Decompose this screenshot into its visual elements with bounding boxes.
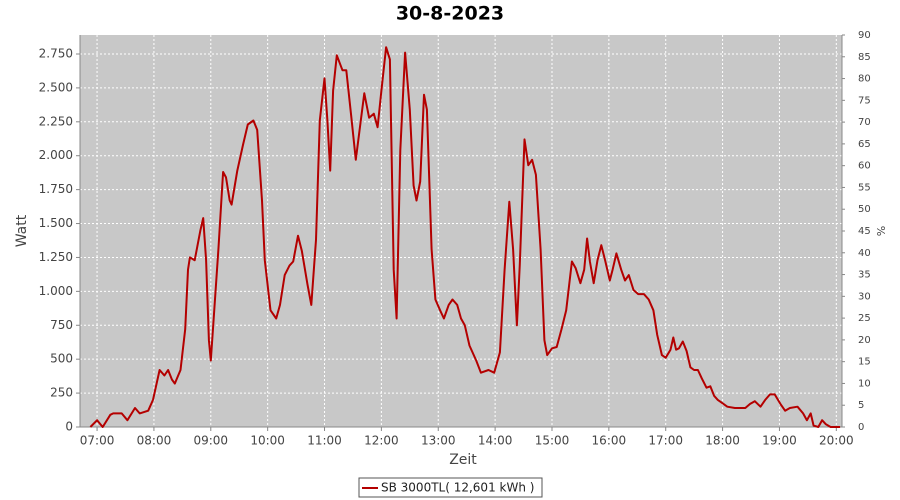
y-axis-label: Watt <box>14 214 30 247</box>
y2-tick-label: 80 <box>858 74 871 85</box>
x-tick-label: 07:00 <box>80 434 115 448</box>
y-tick-label: 2.500 <box>39 80 73 94</box>
y-tick-label: 250 <box>50 386 73 400</box>
legend <box>358 477 543 498</box>
x-tick-label: 10:00 <box>250 434 285 448</box>
y-tick-label: 1.250 <box>39 250 73 264</box>
y2-tick-label: 65 <box>858 139 871 150</box>
y2-tick-label: 60 <box>858 161 871 172</box>
y2-tick-label: 40 <box>858 248 871 259</box>
y-tick-label: 500 <box>50 352 73 366</box>
x-tick-label: 16:00 <box>592 434 627 448</box>
y2-tick-label: 15 <box>858 357 871 368</box>
y-tick-label: 2.750 <box>39 46 73 60</box>
y2-tick-label: 70 <box>858 117 871 128</box>
x-tick-label: 11:00 <box>307 434 342 448</box>
y2-tick-label: 55 <box>858 182 871 193</box>
x-tick-label: 09:00 <box>193 434 228 448</box>
x-axis-label: Zeit <box>449 452 477 468</box>
y-tick-label: 0 <box>65 420 73 434</box>
y2-tick-label: 10 <box>858 378 871 389</box>
y2-tick-label: 50 <box>858 204 871 215</box>
x-tick-label: 20:00 <box>819 434 854 448</box>
y-tick-label: 750 <box>50 318 73 332</box>
y2-tick-label: 45 <box>858 226 871 237</box>
y-tick-label: 1.750 <box>39 182 73 196</box>
chart-title: 30-8-2023 <box>396 3 504 25</box>
legend-label: SB 3000TL( 12,601 kWh ) <box>381 481 534 495</box>
y2-axis-label: % <box>875 226 888 236</box>
data-line <box>89 46 841 428</box>
y2-tick-label: 85 <box>858 52 871 63</box>
y2-tick-label: 30 <box>858 291 871 302</box>
x-tick-label: 19:00 <box>762 434 797 448</box>
y2-tick-label: 5 <box>858 400 864 411</box>
y-tick-label: 2.000 <box>39 148 73 162</box>
x-tick-label: 15:00 <box>535 434 570 448</box>
x-tick-label: 12:00 <box>364 434 399 448</box>
x-tick-label: 13:00 <box>421 434 456 448</box>
x-tick-label: 18:00 <box>705 434 740 448</box>
y-tick-label: 2.250 <box>39 114 73 128</box>
x-tick-label: 14:00 <box>478 434 513 448</box>
y2-tick-label: 25 <box>858 313 871 324</box>
y2-tick-label: 75 <box>858 95 871 106</box>
y-tick-label: 1.500 <box>39 216 73 230</box>
y-tick-label: 1.000 <box>39 284 73 298</box>
y2-tick-label: 35 <box>858 270 871 281</box>
y2-tick-label: 90 <box>858 30 871 41</box>
plot-area <box>80 35 842 427</box>
x-tick-label: 08:00 <box>137 434 172 448</box>
y2-tick-label: 0 <box>858 422 864 433</box>
x-tick-label: 17:00 <box>648 434 683 448</box>
y2-tick-label: 20 <box>858 335 871 346</box>
